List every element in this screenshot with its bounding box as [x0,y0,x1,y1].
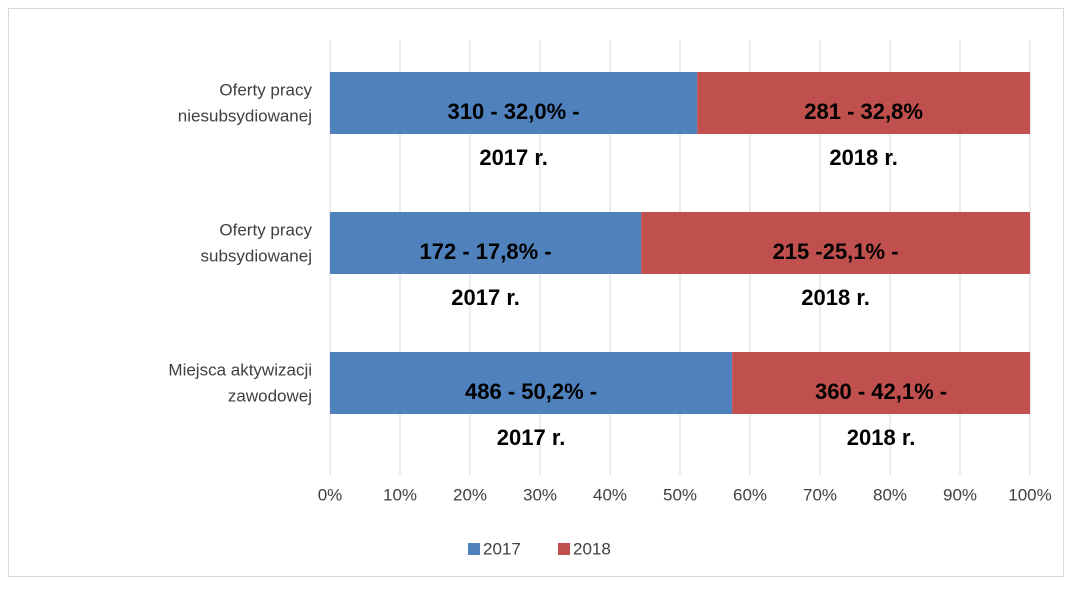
x-tick-label: 50% [663,485,697,504]
legend-swatch [468,543,480,555]
y-tick-label: zawodowej [228,386,312,405]
x-tick-label: 20% [453,485,487,504]
y-tick-label: Miejsca aktywizacji [168,360,312,379]
data-label: 310 - 32,0% - [448,99,580,124]
legend-label: 2017 [483,539,521,558]
y-tick-label: subsydiowanej [200,246,312,265]
data-label: 2018 r. [801,285,870,310]
legend-swatch [558,543,570,555]
data-label: 172 - 17,8% - [420,239,552,264]
data-label: 2017 r. [479,145,548,170]
x-tick-label: 0% [318,485,343,504]
y-tick-label: Oferty pracy [219,220,312,239]
bar-segment [732,352,1030,414]
x-tick-label: 40% [593,485,627,504]
bar-segment [641,212,1030,274]
data-label: 215 -25,1% - [773,239,899,264]
x-tick-label: 10% [383,485,417,504]
legend-label: 2018 [573,539,611,558]
data-label: 281 - 32,8% [804,99,923,124]
x-tick-label: 60% [733,485,767,504]
y-tick-label: Oferty pracy [219,80,312,99]
data-label: 2018 r. [847,425,916,450]
y-tick-label: niesubsydiowanej [178,106,312,125]
bar-segment [330,212,642,274]
data-label: 2018 r. [829,145,898,170]
data-label: 486 - 50,2% - [465,379,597,404]
bar-segment [330,72,698,134]
data-label: 2017 r. [451,285,520,310]
data-label: 360 - 42,1% - [815,379,947,404]
data-label: 2017 r. [497,425,566,450]
x-tick-label: 100% [1008,485,1051,504]
bar-segment [697,72,1030,134]
x-tick-label: 90% [943,485,977,504]
bar-segment [330,352,733,414]
x-tick-label: 80% [873,485,907,504]
x-tick-label: 30% [523,485,557,504]
x-tick-label: 70% [803,485,837,504]
